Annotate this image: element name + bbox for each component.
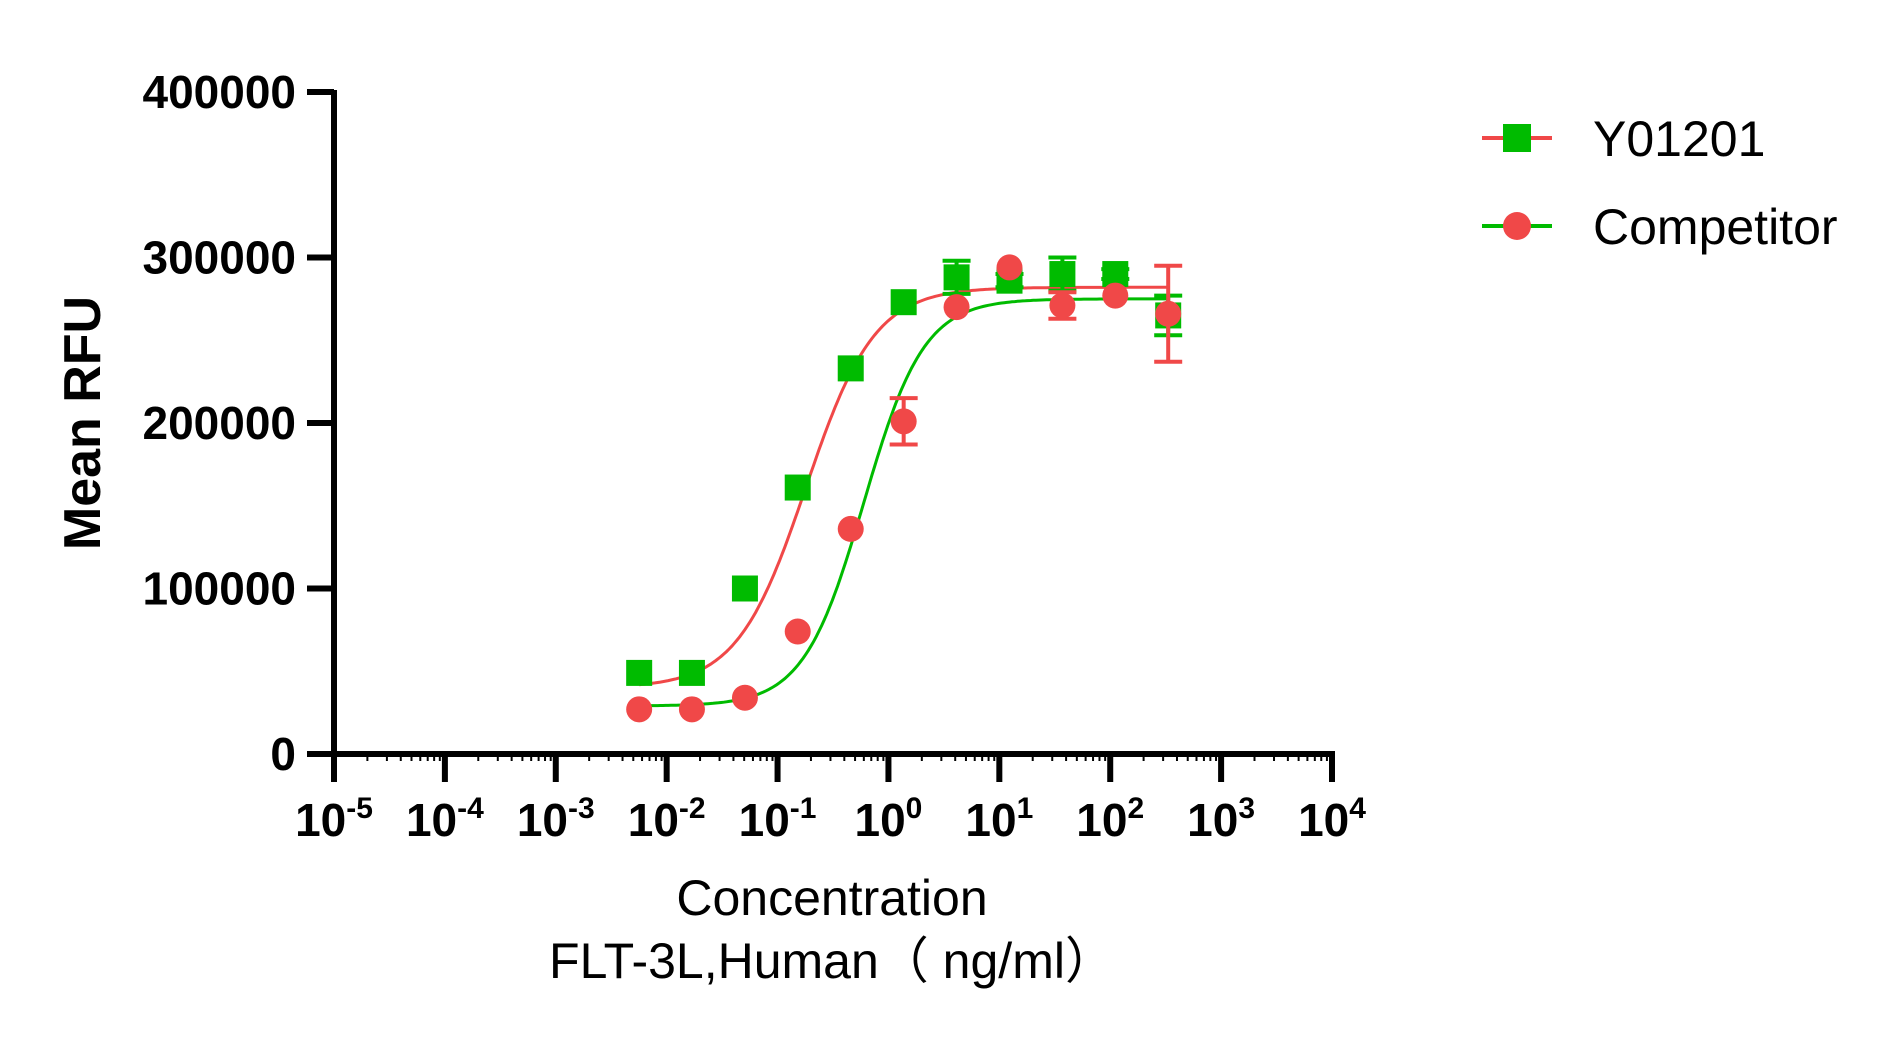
x-tick-label: 101 bbox=[965, 792, 1033, 846]
legend-square-marker bbox=[1503, 124, 1531, 152]
data-point-circle bbox=[943, 294, 970, 321]
y-axis-title: Mean RFU bbox=[54, 296, 112, 550]
x-tick-base: 10 bbox=[1076, 794, 1127, 846]
fit-curve-competitor bbox=[639, 297, 1169, 708]
x-tick-base: 10 bbox=[628, 794, 679, 846]
x-tick-base: 10 bbox=[1298, 794, 1349, 846]
data-point-circle bbox=[678, 696, 705, 723]
x-tick-exponent: -3 bbox=[568, 792, 595, 825]
x-tick-exponent: -1 bbox=[790, 792, 817, 825]
data-point-circle bbox=[626, 696, 653, 723]
x-tick-label: 104 bbox=[1298, 792, 1366, 846]
fit-curves bbox=[639, 285, 1169, 708]
data-point-square bbox=[890, 289, 917, 316]
legend-label: Competitor bbox=[1593, 199, 1838, 255]
data-point-circle bbox=[837, 515, 864, 542]
x-tick-label: 10-3 bbox=[517, 792, 595, 846]
x-tick-exponent: 2 bbox=[1127, 792, 1144, 825]
data-point-circle bbox=[1049, 292, 1076, 319]
x-tick-exponent: -4 bbox=[457, 792, 484, 825]
x-tick-exponent: 4 bbox=[1349, 792, 1366, 825]
x-tick-base: 10 bbox=[1187, 794, 1238, 846]
x-tick-base: 10 bbox=[517, 794, 568, 846]
y-tick-label: 0 bbox=[270, 728, 296, 780]
legend-label: Y01201 bbox=[1593, 111, 1765, 167]
data-points bbox=[626, 254, 1183, 723]
data-point-square bbox=[1049, 261, 1076, 288]
data-point-square bbox=[784, 474, 811, 501]
x-tick-base: 10 bbox=[406, 794, 457, 846]
x-tick-exponent: 3 bbox=[1238, 792, 1255, 825]
x-axis-title: Concentration bbox=[676, 870, 987, 926]
x-tick-base: 10 bbox=[739, 794, 790, 846]
y-tick-label: 400000 bbox=[143, 66, 297, 118]
x-tick-exponent: -5 bbox=[346, 792, 373, 825]
x-tick-base: 10 bbox=[295, 794, 346, 846]
data-point-circle bbox=[890, 408, 917, 435]
y-tick-label: 200000 bbox=[143, 397, 297, 449]
legend-item-y01201: Y01201 bbox=[1482, 111, 1765, 167]
x-tick-label: 100 bbox=[855, 792, 923, 846]
data-point-circle bbox=[784, 618, 811, 645]
data-point-circle bbox=[731, 684, 758, 711]
x-tick-label: 10-5 bbox=[295, 792, 373, 846]
x-tick-label: 103 bbox=[1187, 792, 1255, 846]
y-tick-label: 300000 bbox=[143, 232, 297, 284]
data-point-square bbox=[943, 264, 970, 291]
x-tick-label: 10-4 bbox=[406, 792, 484, 846]
data-point-square bbox=[626, 659, 653, 686]
y-tick-label: 100000 bbox=[143, 563, 297, 615]
data-point-circle bbox=[1102, 282, 1129, 309]
x-tick-label: 10-1 bbox=[739, 792, 817, 846]
data-point-square bbox=[837, 355, 864, 382]
data-point-square bbox=[678, 659, 705, 686]
x-tick-label: 10-2 bbox=[628, 792, 706, 846]
x-tick-label: 102 bbox=[1076, 792, 1144, 846]
x-tick-exponent: 1 bbox=[1017, 792, 1034, 825]
x-tick-exponent: 0 bbox=[906, 792, 923, 825]
data-point-circle bbox=[996, 254, 1023, 281]
legend: Y01201 Competitor bbox=[1482, 111, 1838, 255]
x-tick-base: 10 bbox=[855, 794, 906, 846]
x-tick-base: 10 bbox=[965, 794, 1016, 846]
x-axis-subtitle: FLT-3L,Human（ ng/ml） bbox=[549, 933, 1115, 989]
data-point-square bbox=[731, 575, 758, 602]
legend-item-competitor: Competitor bbox=[1482, 199, 1838, 255]
legend-circle-marker bbox=[1503, 212, 1531, 240]
fit-curve-y01201 bbox=[639, 285, 1169, 687]
x-tick-exponent: -2 bbox=[679, 792, 706, 825]
data-point-circle bbox=[1155, 300, 1182, 327]
